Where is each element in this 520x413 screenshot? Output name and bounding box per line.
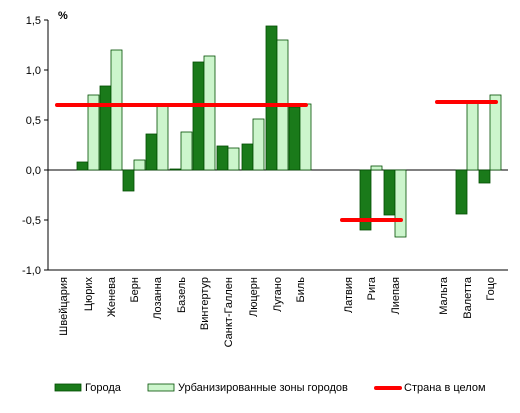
y-tick-label: -0,5 <box>22 215 41 227</box>
category-label: Лугано <box>272 277 284 312</box>
bar-urban-zones-13 <box>394 169 407 238</box>
plot-area: 1,5 1,0 0,5 0,0 -0,5 -1,0 Швейцария Цюрих Женева… <box>22 15 508 347</box>
bar-urban-zones-4 <box>156 105 169 171</box>
y-tick-label: 1,0 <box>26 65 41 77</box>
bar-cities-4 <box>145 133 158 171</box>
category-label: Рига <box>366 276 378 300</box>
category-label: Винтертур <box>199 277 211 330</box>
legend-swatch-cities <box>54 383 82 392</box>
category-label: Мальта <box>438 276 450 315</box>
bar-urban-zones-16 <box>489 94 502 171</box>
category-label: Берн <box>129 277 141 303</box>
bar-urban-zones-10 <box>299 103 312 171</box>
legend: Города Урбанизированные зоны городов Стран… <box>54 382 486 394</box>
bar-urban-zones-5 <box>180 131 193 171</box>
y-tick-label: -1,0 <box>22 265 41 277</box>
category-label: Люцерн <box>248 277 260 317</box>
legend-swatch-urban <box>147 383 175 392</box>
bar-cities-3 <box>122 169 135 192</box>
y-tick-label: 1,5 <box>26 15 41 27</box>
bar-cities-16 <box>478 169 491 184</box>
category-label: Цюрих <box>83 277 95 312</box>
bar-cities-5 <box>169 168 182 171</box>
bar-cities-10 <box>288 106 301 171</box>
y-axis-unit-label: % <box>58 10 68 22</box>
category-label: Биль <box>295 277 307 303</box>
y-tick-label: 0,0 <box>26 165 41 177</box>
bar-urban-zones-1 <box>87 94 100 171</box>
legend-label-cities: Города <box>85 382 122 394</box>
category-label: Лиепая <box>390 277 402 315</box>
bar-urban-zones-3 <box>133 159 146 171</box>
category-label: Женева <box>106 276 118 317</box>
bar-urban-zones-12 <box>370 165 383 171</box>
category-label: Валетта <box>462 276 474 319</box>
y-tick-label: 0,5 <box>26 115 41 127</box>
bar-cities-12 <box>359 169 372 231</box>
bar-cities-9 <box>265 25 278 171</box>
category-label: Базель <box>176 277 188 313</box>
legend-label-urban: Урбанизированные зоны городов <box>178 382 348 394</box>
bar-urban-zones-2 <box>110 49 123 171</box>
bar-urban-zones-7 <box>227 147 240 171</box>
bar-cities-2 <box>99 85 112 171</box>
bar-urban-zones-6 <box>203 55 216 171</box>
bar-cities-1 <box>76 161 89 171</box>
bar-cities-8 <box>241 143 254 171</box>
bar-cities-6 <box>192 61 205 171</box>
legend-label-country: Страна в целом <box>404 382 486 394</box>
bar-cities-15 <box>455 169 468 215</box>
category-label: Гоцо <box>485 277 497 301</box>
category-label: Швейцария <box>58 277 70 336</box>
bar-cities-13 <box>383 169 396 216</box>
bar-cities-7 <box>216 145 229 171</box>
category-label: Лозанна <box>152 276 164 320</box>
category-label: Санкт-Галлен <box>223 277 235 347</box>
category-label: Латвия <box>343 277 355 313</box>
bar-urban-zones-8 <box>252 118 265 171</box>
bar-urban-zones-15 <box>466 100 479 171</box>
